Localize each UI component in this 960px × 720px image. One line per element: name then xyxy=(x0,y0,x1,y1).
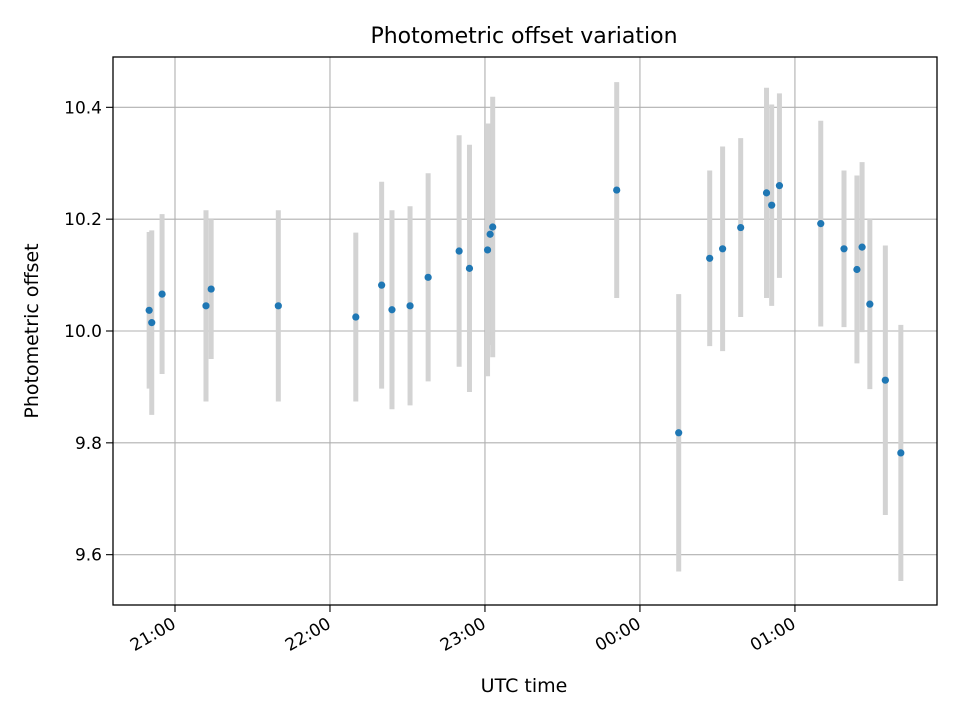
y-axis-label: Photometric offset xyxy=(21,243,43,418)
data-point xyxy=(483,246,492,254)
data-points xyxy=(145,182,905,457)
data-point xyxy=(489,223,497,231)
data-point xyxy=(613,186,621,194)
y-tick-label: 10.4 xyxy=(64,98,102,118)
data-point xyxy=(455,247,463,255)
data-point xyxy=(737,223,745,232)
data-point xyxy=(853,265,861,274)
data-point xyxy=(274,302,282,310)
y-tick-label: 10.0 xyxy=(64,322,102,342)
data-point xyxy=(881,376,889,384)
data-point xyxy=(866,300,874,308)
data-point xyxy=(675,429,683,437)
data-point xyxy=(388,306,396,314)
data-point xyxy=(207,285,215,293)
grid xyxy=(113,57,937,605)
data-point xyxy=(148,319,156,327)
data-point xyxy=(424,273,432,281)
x-axis-label: UTC time xyxy=(481,675,568,697)
y-tick-label: 9.8 xyxy=(75,434,102,454)
data-point xyxy=(465,264,474,272)
data-point xyxy=(775,182,784,190)
y-tick-label: 10.2 xyxy=(64,210,102,230)
data-point xyxy=(406,302,414,310)
data-point xyxy=(352,313,360,321)
data-point xyxy=(706,254,714,262)
y-tick-label: 9.6 xyxy=(75,546,102,566)
data-point xyxy=(840,245,848,253)
data-point xyxy=(817,220,825,228)
data-point xyxy=(378,281,386,289)
data-point xyxy=(158,290,166,298)
data-point xyxy=(858,243,866,251)
data-point xyxy=(762,189,771,197)
data-point xyxy=(897,449,905,457)
data-point xyxy=(486,230,494,238)
data-point xyxy=(202,302,210,310)
chart-title: Photometric offset variation xyxy=(370,24,677,49)
data-point xyxy=(768,201,776,209)
data-point xyxy=(719,245,727,253)
data-point xyxy=(145,306,153,314)
